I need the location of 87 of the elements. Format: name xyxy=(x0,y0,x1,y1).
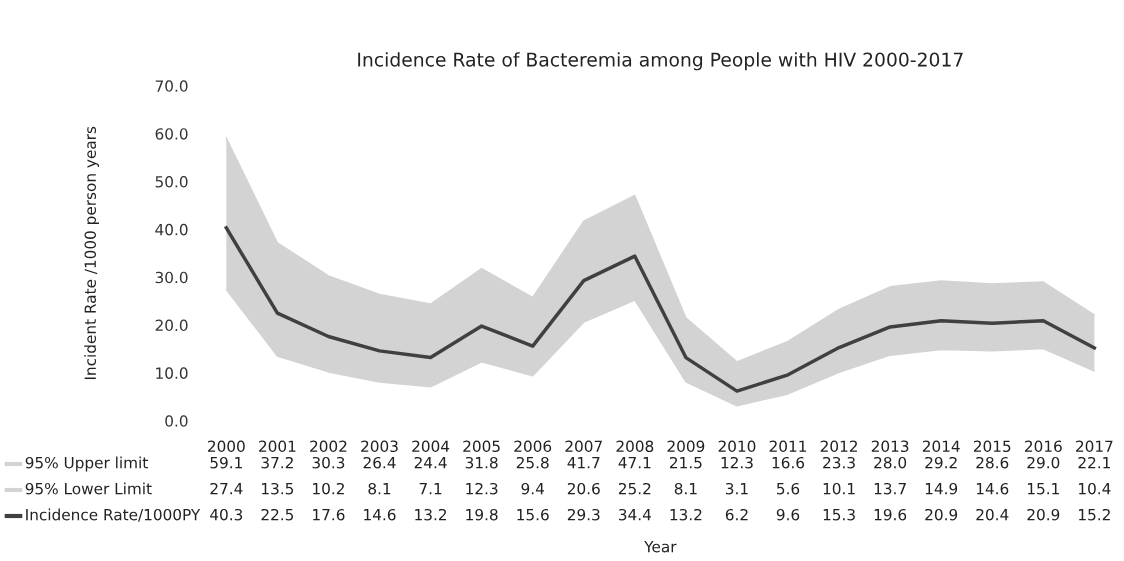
data-label: 15.6 xyxy=(517,508,549,521)
legend-label: 95% Lower Limit xyxy=(25,482,152,495)
line-series xyxy=(224,226,1097,393)
x-tick-label: 2011 xyxy=(769,440,807,453)
data-label: 5.6 xyxy=(777,482,800,495)
data-label: 27.4 xyxy=(210,482,243,495)
y-tick-label: 30.0 xyxy=(155,271,188,284)
data-label: 47.1 xyxy=(618,457,651,469)
data-label: 6.2 xyxy=(725,508,748,521)
data-label: 8.1 xyxy=(368,482,391,495)
legend-label: 95% Upper limit xyxy=(25,456,148,472)
data-label: 20.4 xyxy=(976,508,1009,521)
data-label: 19.8 xyxy=(466,508,498,521)
data-label: 17.6 xyxy=(313,508,345,521)
x-tick-label: 2017 xyxy=(1076,440,1113,453)
data-label: 9.6 xyxy=(776,508,800,521)
data-label: 10.4 xyxy=(1079,482,1111,495)
x-tick-label: 2008 xyxy=(616,440,654,453)
data-label: 13.5 xyxy=(262,482,294,495)
data-label: 37.2 xyxy=(261,456,293,469)
data-label: 20.9 xyxy=(925,508,958,521)
x-tick-label: 2001 xyxy=(259,440,296,453)
data-label: 29.2 xyxy=(925,456,957,469)
data-label: 22.5 xyxy=(261,508,294,521)
data-label: 30.3 xyxy=(312,456,345,469)
legend-label: Incidence Rate/1000PY xyxy=(26,508,201,522)
data-label: 34.4 xyxy=(618,508,651,521)
data-label: 8.1 xyxy=(674,482,697,495)
data-label: 24.4 xyxy=(414,456,447,469)
x-tick-label: 2006 xyxy=(514,440,552,453)
data-label: 25.2 xyxy=(618,482,651,495)
x-tick-label: 2007 xyxy=(565,440,602,453)
text: Year xyxy=(644,541,677,553)
data-label: 14.6 xyxy=(364,508,396,521)
data-label: 16.6 xyxy=(772,456,805,469)
data-label: 21.5 xyxy=(669,456,702,469)
x-tick-label: 2009 xyxy=(667,440,705,453)
x-tick-label: 2010 xyxy=(718,440,756,453)
y-tick-label: 20.0 xyxy=(155,319,188,332)
data-label: 23.3 xyxy=(823,456,855,469)
data-label: 15.3 xyxy=(823,508,855,521)
data-label: 28.0 xyxy=(874,456,907,469)
x-tick-label: 2015 xyxy=(973,440,1011,453)
data-label: 22.1 xyxy=(1078,456,1110,469)
data-label: 20.6 xyxy=(567,482,600,495)
data-label: 13.7 xyxy=(874,482,906,495)
data-label: 31.8 xyxy=(465,456,498,469)
x-tick-label: 2004 xyxy=(412,440,450,453)
chart-title: Incidence Rate of Bacteremia among People with HIV 2000-2017 xyxy=(358,52,963,71)
data-label: 10.1 xyxy=(823,482,855,495)
data-label: 29.0 xyxy=(1027,456,1060,469)
data-label: 12.3 xyxy=(721,456,753,469)
data-label: 59.1 xyxy=(210,456,242,469)
data-label: 29.3 xyxy=(567,508,600,521)
data-label: 28.6 xyxy=(976,456,1009,469)
y-tick-label: 10.0 xyxy=(156,367,188,379)
x-tick-label: 2000 xyxy=(208,440,245,453)
x-tick-label: 2016 xyxy=(1024,440,1062,453)
y-tick-label: 70.0 xyxy=(155,80,188,92)
data-label: 15.1 xyxy=(1027,483,1059,495)
data-label: 14.9 xyxy=(925,482,958,495)
data-label: 13.2 xyxy=(670,508,702,521)
data-label: 26.4 xyxy=(363,456,396,469)
data-label: 3.1 xyxy=(725,482,748,495)
y-tick-label: 50.0 xyxy=(155,175,188,188)
x-tick-label: 2002 xyxy=(310,440,347,453)
y-tick-label: 40.0 xyxy=(155,223,188,236)
data-label: 15.2 xyxy=(1079,508,1110,521)
y-axis-title: Incident Rate /1000 person years xyxy=(84,126,99,380)
x-tick-label: 2012 xyxy=(820,440,857,453)
x-tick-label: 2005 xyxy=(463,440,500,453)
data-label: 12.3 xyxy=(466,482,498,495)
data-label: 9.4 xyxy=(521,482,544,495)
y-tick-label: 60.0 xyxy=(155,128,188,140)
data-label: 40.3 xyxy=(210,508,243,521)
x-tick-label: 2003 xyxy=(361,440,398,453)
x-tick-label: 2014 xyxy=(922,440,960,453)
data-label: 19.6 xyxy=(874,508,907,521)
data-label: 25.8 xyxy=(516,456,549,469)
data-label: 14.6 xyxy=(976,482,1009,495)
data-label: 13.2 xyxy=(415,508,447,521)
y-tick-label: 0.0 xyxy=(165,415,188,427)
data-label: 20.9 xyxy=(1027,508,1060,521)
data-label: 41.7 xyxy=(567,457,600,469)
data-label: 10.2 xyxy=(313,482,344,495)
x-tick-label: 2013 xyxy=(871,440,909,453)
data-label: 7.1 xyxy=(419,483,442,495)
